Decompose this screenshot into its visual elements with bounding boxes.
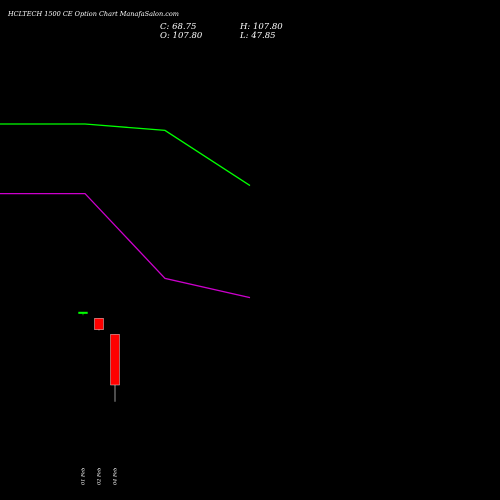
- x-tick-label: 04 Feb: [113, 468, 119, 485]
- ma-line-purple: [0, 192, 251, 299]
- close-value: C: 68.75: [160, 22, 197, 32]
- low-value: L: 47.85: [240, 31, 276, 41]
- high-value: H: 107.80: [240, 22, 283, 32]
- ma-line-green: [0, 123, 251, 187]
- chart-title: HCLTECH 1500 CE Option Chart ManafaSalon…: [8, 10, 179, 18]
- candle-body: [94, 318, 104, 330]
- x-tick-label: 01 Feb: [81, 468, 87, 485]
- x-tick-label: 02 Feb: [97, 468, 103, 485]
- candle-body: [110, 334, 120, 386]
- open-value: O: 107.80: [160, 31, 203, 41]
- candle-body: [78, 311, 88, 314]
